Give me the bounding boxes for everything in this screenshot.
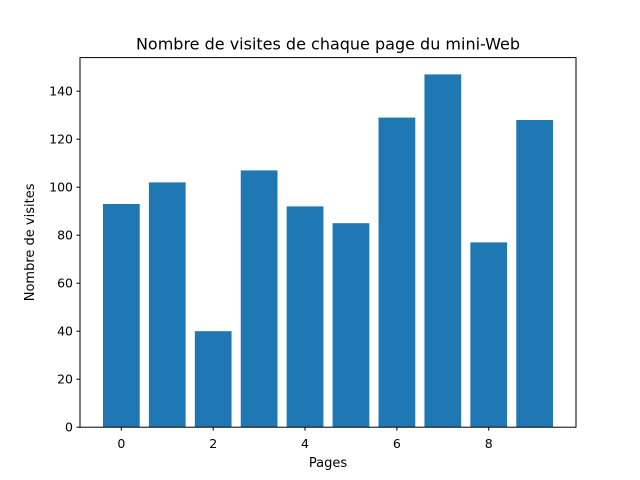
y-tick-label: 60 — [57, 276, 73, 291]
x-axis-ticks: 0 2 4 6 8 — [117, 427, 493, 451]
y-tick-label: 0 — [65, 420, 73, 435]
y-axis-ticks: 0 20 40 60 80 100 120 140 — [49, 84, 80, 435]
bar-page-4 — [286, 206, 324, 428]
y-tick-label: 80 — [57, 228, 73, 243]
bar-page-3 — [240, 170, 278, 428]
bar-page-2 — [194, 331, 232, 428]
bar-page-0 — [102, 204, 140, 428]
bar-page-9 — [516, 120, 554, 428]
y-tick-label: 120 — [49, 132, 73, 147]
bar-page-7 — [424, 74, 462, 428]
x-tick-label: 6 — [393, 436, 401, 451]
y-tick-label: 20 — [57, 372, 73, 387]
bar-page-8 — [470, 242, 508, 428]
bar-page-6 — [378, 117, 416, 428]
x-tick-label: 8 — [485, 436, 493, 451]
y-tick-label: 40 — [57, 324, 73, 339]
x-tick-label: 2 — [209, 436, 217, 451]
x-tick-label: 0 — [117, 436, 125, 451]
bar-page-5 — [332, 223, 370, 428]
bar-page-1 — [148, 182, 186, 428]
y-tick-label: 140 — [49, 84, 73, 99]
x-axis-label: Pages — [309, 456, 347, 471]
bars-group — [102, 74, 554, 428]
y-axis-label: Nombre de visites — [23, 183, 38, 301]
x-tick-label: 4 — [301, 436, 309, 451]
chart-title: Nombre de visites de chaque page du mini… — [136, 35, 520, 54]
y-tick-label: 100 — [49, 180, 73, 195]
plot-frame — [79, 57, 577, 428]
